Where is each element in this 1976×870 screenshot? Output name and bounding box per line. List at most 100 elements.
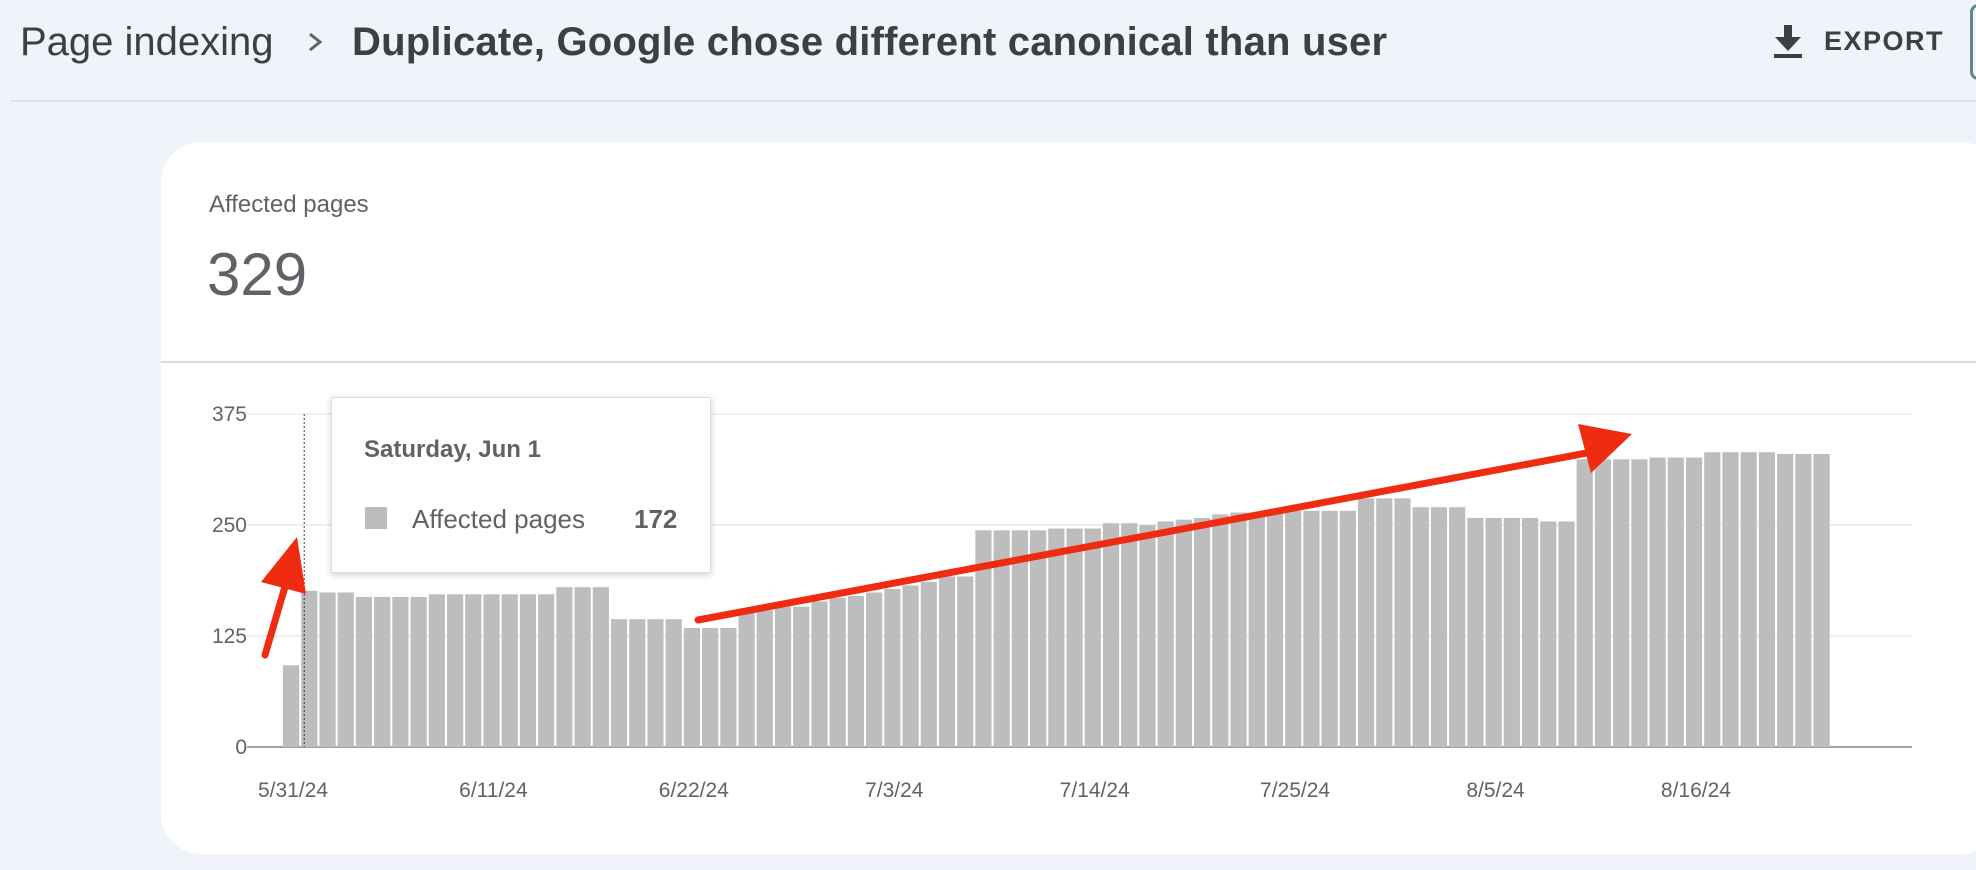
bar[interactable]: [1449, 507, 1466, 747]
bar[interactable]: [355, 596, 373, 747]
edge-panel-handle[interactable]: [1970, 4, 1976, 80]
bar[interactable]: [993, 530, 1010, 747]
bar[interactable]: [1175, 519, 1192, 747]
bar[interactable]: [392, 596, 409, 747]
download-icon: [1774, 25, 1802, 58]
bar[interactable]: [374, 596, 391, 747]
bar[interactable]: [446, 594, 464, 747]
bar[interactable]: [1339, 510, 1356, 747]
bar[interactable]: [1685, 457, 1703, 747]
breadcrumb-page-indexing[interactable]: Page indexing: [20, 20, 274, 64]
bar[interactable]: [1102, 523, 1120, 747]
bar[interactable]: [756, 610, 773, 747]
bar[interactable]: [1066, 528, 1083, 747]
bar[interactable]: [465, 594, 482, 747]
bar[interactable]: [1030, 530, 1047, 747]
bar[interactable]: [1649, 457, 1666, 747]
bar[interactable]: [1813, 453, 1830, 747]
bar[interactable]: [538, 594, 555, 747]
bar[interactable]: [683, 628, 701, 747]
bar[interactable]: [975, 530, 992, 747]
bar[interactable]: [1704, 452, 1721, 747]
bar[interactable]: [483, 594, 500, 747]
bar[interactable]: [301, 590, 318, 747]
start-arrow-shaft: [261, 576, 291, 659]
bar[interactable]: [1521, 517, 1539, 747]
bar[interactable]: [1011, 530, 1028, 747]
bar[interactable]: [1266, 510, 1284, 747]
bar[interactable]: [1722, 452, 1739, 747]
x-tick-label: 8/16/24: [1661, 779, 1731, 802]
bar[interactable]: [1777, 453, 1794, 747]
bar[interactable]: [1576, 459, 1593, 747]
bar[interactable]: [957, 576, 974, 747]
bar[interactable]: [866, 592, 883, 747]
bar[interactable]: [1139, 525, 1156, 747]
bar[interactable]: [1412, 507, 1429, 747]
y-tick-label: 125: [212, 625, 247, 648]
bar[interactable]: [556, 587, 573, 747]
bar[interactable]: [1503, 517, 1520, 747]
bar[interactable]: [1795, 453, 1812, 747]
page-title: Duplicate, Google chose different canoni…: [352, 20, 1388, 64]
bar[interactable]: [1667, 457, 1684, 747]
bar[interactable]: [610, 619, 628, 747]
bar[interactable]: [793, 606, 810, 747]
chart-tooltip: Saturday, Jun 1 Affected pages 172: [331, 397, 711, 573]
bar[interactable]: [1376, 498, 1393, 747]
bar[interactable]: [738, 612, 755, 747]
bar[interactable]: [1321, 510, 1338, 747]
bar[interactable]: [1230, 512, 1247, 747]
bar[interactable]: [1467, 517, 1484, 747]
bar[interactable]: [720, 628, 737, 747]
bar[interactable]: [1631, 459, 1648, 747]
bar[interactable]: [1594, 459, 1612, 747]
bar[interactable]: [811, 601, 828, 747]
tooltip-series-label: Affected pages: [412, 504, 585, 534]
bar[interactable]: [1121, 523, 1138, 747]
bar[interactable]: [1285, 510, 1302, 747]
y-axis-ticks: 0 125 250 375: [212, 403, 247, 759]
x-axis-ticks: 5/31/24 6/11/24 6/22/24 7/3/24 7/14/24 7/25/2…: [258, 779, 1731, 802]
bar[interactable]: [1558, 521, 1575, 747]
bar[interactable]: [1248, 512, 1265, 747]
bar[interactable]: [702, 628, 719, 747]
bar[interactable]: [1394, 498, 1411, 747]
bar[interactable]: [337, 592, 354, 747]
bar[interactable]: [1758, 452, 1776, 747]
bar[interactable]: [1740, 452, 1757, 747]
bar[interactable]: [774, 606, 792, 747]
x-tick-label: 5/31/24: [258, 779, 328, 802]
bar[interactable]: [884, 588, 901, 747]
bar[interactable]: [283, 665, 300, 747]
bar[interactable]: [1613, 459, 1630, 747]
bar[interactable]: [665, 619, 682, 747]
tooltip-date: Saturday, Jun 1: [364, 436, 541, 463]
bar[interactable]: [1485, 517, 1502, 747]
export-button[interactable]: EXPORT: [1770, 16, 1944, 66]
bar[interactable]: [1303, 510, 1320, 747]
bar[interactable]: [647, 619, 664, 747]
bar[interactable]: [410, 596, 427, 747]
bar[interactable]: [1540, 521, 1557, 747]
bar[interactable]: [501, 594, 518, 747]
bar[interactable]: [1357, 498, 1375, 747]
bar[interactable]: [829, 597, 846, 747]
bar[interactable]: [629, 619, 646, 747]
bar[interactable]: [1212, 514, 1229, 747]
bar[interactable]: [847, 596, 865, 747]
bar[interactable]: [428, 594, 445, 747]
bar[interactable]: [1048, 528, 1065, 747]
bar[interactable]: [902, 585, 919, 747]
bar[interactable]: [1157, 521, 1174, 747]
bar[interactable]: [574, 587, 591, 747]
bar[interactable]: [1430, 507, 1448, 747]
bar[interactable]: [1084, 528, 1101, 747]
bar[interactable]: [519, 594, 537, 747]
bar[interactable]: [938, 576, 956, 747]
bar[interactable]: [920, 581, 937, 747]
bar[interactable]: [592, 587, 609, 747]
bar[interactable]: [319, 592, 336, 747]
bar[interactable]: [1194, 517, 1211, 747]
